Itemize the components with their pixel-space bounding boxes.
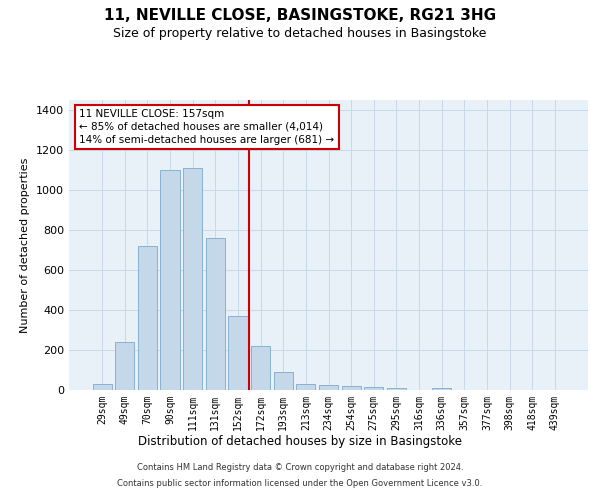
Text: Contains public sector information licensed under the Open Government Licence v3: Contains public sector information licen…: [118, 478, 482, 488]
Text: Size of property relative to detached houses in Basingstoke: Size of property relative to detached ho…: [113, 28, 487, 40]
Bar: [251, 346, 270, 390]
Bar: [160, 170, 180, 390]
Text: 11 NEVILLE CLOSE: 157sqm
← 85% of detached houses are smaller (4,014)
14% of sem: 11 NEVILLE CLOSE: 157sqm ← 85% of detach…: [79, 108, 335, 145]
Bar: [364, 387, 383, 390]
Bar: [92, 384, 112, 390]
Bar: [183, 168, 202, 390]
Text: Contains HM Land Registry data © Crown copyright and database right 2024.: Contains HM Land Registry data © Crown c…: [137, 464, 463, 472]
Bar: [341, 386, 361, 390]
Text: Distribution of detached houses by size in Basingstoke: Distribution of detached houses by size …: [138, 435, 462, 448]
Bar: [432, 388, 451, 390]
Y-axis label: Number of detached properties: Number of detached properties: [20, 158, 31, 332]
Bar: [138, 246, 157, 390]
Text: 11, NEVILLE CLOSE, BASINGSTOKE, RG21 3HG: 11, NEVILLE CLOSE, BASINGSTOKE, RG21 3HG: [104, 8, 496, 22]
Bar: [274, 372, 293, 390]
Bar: [115, 342, 134, 390]
Bar: [206, 238, 225, 390]
Bar: [387, 388, 406, 390]
Bar: [319, 385, 338, 390]
Bar: [229, 316, 248, 390]
Bar: [296, 384, 316, 390]
